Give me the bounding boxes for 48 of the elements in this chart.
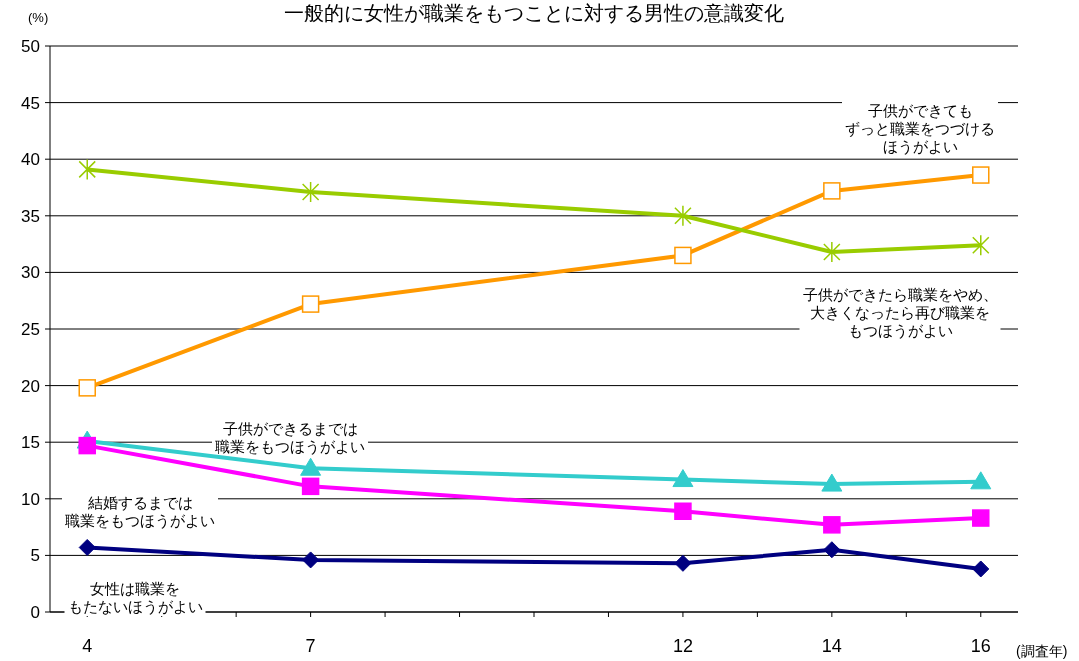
x-tick-label: 4 [82, 636, 93, 656]
point [972, 560, 990, 578]
x-tick-label: 7 [305, 636, 316, 656]
point [301, 181, 320, 203]
point [674, 554, 692, 572]
y-tick-label: 40 [21, 150, 40, 170]
y-axis-title: (%) [28, 10, 49, 25]
point [78, 379, 96, 397]
point [823, 516, 841, 534]
y-tick-label: 5 [30, 546, 40, 566]
point [672, 469, 694, 488]
point [821, 473, 843, 492]
point [972, 166, 990, 184]
series-label: 子供ができてもずっと職業をつづけるほうがよい [845, 102, 995, 155]
point [674, 502, 692, 520]
point [301, 295, 320, 313]
y-tick-label: 15 [21, 433, 40, 453]
point [823, 541, 841, 559]
point [302, 551, 320, 569]
y-tick-label: 10 [21, 489, 40, 509]
y-tick-label: 35 [21, 206, 40, 226]
point [972, 509, 990, 527]
point [972, 234, 990, 256]
series-label: 女性は職業をもたないほうがよい [67, 580, 203, 615]
point [674, 246, 692, 265]
y-tick-label: 50 [21, 37, 40, 56]
y-tick-label: 20 [21, 376, 40, 396]
series-label: 結婚するまでは職業をもつほうがよい [65, 494, 215, 529]
x-tick-label: 14 [821, 636, 842, 656]
x-axis-title: (調査年) [1016, 643, 1068, 659]
point [301, 477, 320, 496]
y-tick-label: 30 [21, 263, 40, 283]
point [970, 471, 992, 490]
point [300, 457, 322, 476]
point [674, 205, 692, 227]
point [823, 182, 841, 200]
x-tick-label: 16 [970, 636, 991, 656]
point [823, 241, 841, 263]
chart-title: 一般的に女性が職業をもつことに対する男性の意識変化 [284, 2, 784, 24]
x-tick-label: 12 [672, 636, 693, 656]
series-label: 子供ができるまでは職業をもつほうがよい [215, 420, 365, 455]
point [78, 158, 96, 181]
text: 子供ができたら職業をやめ、大きくなったら再び職業をもつほうがよい [802, 286, 998, 339]
y-tick-label: 25 [21, 320, 40, 339]
y-tick-label: 45 [21, 93, 40, 113]
point [78, 436, 96, 455]
y-tick-label: 0 [30, 603, 40, 622]
point [78, 538, 96, 556]
